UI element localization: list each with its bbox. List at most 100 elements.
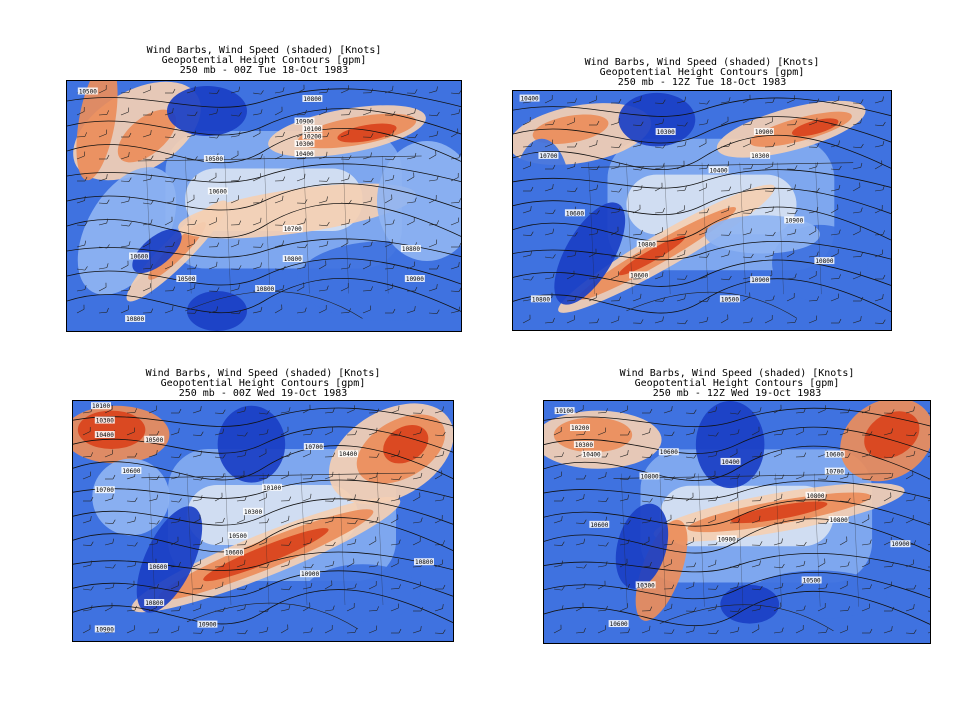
height-contour-line bbox=[544, 553, 930, 573]
wind-barb bbox=[324, 516, 334, 524]
wind-barb bbox=[126, 497, 138, 502]
wind-barb-feather bbox=[582, 602, 584, 608]
wind-barb-feather bbox=[127, 260, 129, 266]
wind-barb-feather bbox=[574, 187, 578, 192]
wind-barb-shaft bbox=[120, 180, 130, 182]
wind-barb bbox=[597, 427, 607, 436]
wind-barb-feather bbox=[222, 473, 225, 478]
wind-barb-shaft bbox=[126, 476, 135, 480]
wind-barb-feather bbox=[794, 273, 797, 278]
wind-barb-shaft bbox=[428, 243, 437, 248]
wind-barb-feather bbox=[816, 98, 820, 103]
wind-barb-shaft bbox=[588, 277, 597, 280]
wind-barb-shaft bbox=[318, 309, 327, 314]
wind-barb-shaft bbox=[575, 587, 584, 590]
wind-barb-shaft bbox=[685, 412, 695, 414]
wind-barb-feather bbox=[90, 541, 94, 546]
wind-barb bbox=[296, 282, 305, 292]
wind-barb-shaft bbox=[208, 112, 217, 116]
height-contour-line bbox=[73, 589, 453, 625]
wind-barb bbox=[346, 494, 356, 502]
wind-barb bbox=[839, 408, 851, 414]
wind-barb-feather bbox=[348, 85, 349, 90]
wind-barb-feather bbox=[370, 196, 373, 202]
wind-barb bbox=[362, 216, 371, 226]
wind-barb-shaft bbox=[729, 631, 738, 634]
wind-barb-feather bbox=[803, 427, 804, 432]
wind-barb bbox=[566, 251, 577, 258]
wind-barb-feather bbox=[737, 607, 741, 612]
wind-barb-feather bbox=[750, 183, 752, 189]
wind-barb bbox=[764, 295, 775, 302]
wind-barb bbox=[340, 263, 351, 270]
wind-barb-shaft bbox=[406, 112, 415, 116]
wind-barb-feather bbox=[794, 139, 796, 145]
wind-barb bbox=[905, 515, 914, 524]
wind-barb bbox=[597, 542, 609, 547]
contour-label-background bbox=[805, 491, 826, 499]
wind-barb-feather bbox=[442, 584, 446, 590]
wind-barb-feather bbox=[671, 476, 675, 481]
wind-barb-shaft bbox=[729, 610, 738, 613]
wind-barb bbox=[874, 319, 886, 324]
wind-barb-shaft bbox=[164, 265, 173, 270]
wind-barb-shaft bbox=[252, 311, 261, 314]
wind-barb-feather bbox=[347, 283, 349, 288]
wind-barb-shaft bbox=[707, 608, 716, 612]
wind-barb bbox=[861, 431, 873, 436]
wind-barb-feather bbox=[442, 540, 445, 545]
wind-barb bbox=[676, 249, 686, 258]
contour-label-background bbox=[554, 407, 575, 415]
border-line bbox=[141, 472, 416, 479]
wind-barb-feather bbox=[882, 294, 884, 299]
wind-barb-feather bbox=[90, 496, 94, 502]
wind-barb-shaft bbox=[148, 543, 157, 546]
wind-barb bbox=[575, 519, 587, 524]
wind-barb-shaft bbox=[641, 565, 650, 568]
wind-barb bbox=[685, 607, 697, 612]
wind-barb-feather bbox=[583, 519, 587, 524]
wind-barb bbox=[729, 473, 740, 480]
wind-barb-shaft bbox=[148, 607, 157, 612]
wind-barb-shaft bbox=[214, 496, 223, 502]
wind-barb-shaft bbox=[808, 230, 817, 236]
wind-barb bbox=[258, 607, 270, 613]
wind-barb-feather bbox=[626, 558, 628, 564]
wind-barb-shaft bbox=[522, 165, 531, 170]
wind-barb-shaft bbox=[729, 412, 738, 415]
contour-label: 10800 bbox=[641, 473, 659, 480]
wind-barb-shaft bbox=[874, 189, 883, 192]
wind-barb-shaft bbox=[729, 541, 738, 546]
wind-barb-feather bbox=[847, 561, 850, 566]
wind-barb-feather bbox=[825, 583, 828, 588]
wind-barb-shaft bbox=[82, 456, 92, 458]
wind-barb bbox=[230, 284, 240, 292]
wind-barb bbox=[236, 470, 245, 480]
wind-barb bbox=[451, 242, 461, 248]
wind-barb-feather bbox=[331, 580, 333, 586]
wind-barb bbox=[566, 117, 576, 126]
wind-barb bbox=[412, 409, 424, 414]
wind-barb bbox=[208, 306, 218, 314]
wind-barb bbox=[186, 309, 198, 314]
wind-barb-feather bbox=[354, 475, 358, 480]
wind-barb-shaft bbox=[751, 455, 760, 458]
contour-label: 10600 bbox=[209, 189, 227, 196]
wind-barb-feather bbox=[90, 560, 93, 566]
wind-barb-feather bbox=[869, 494, 872, 500]
wind-barb bbox=[406, 197, 417, 204]
wind-barb-shaft bbox=[170, 629, 179, 634]
contour-label: 10200 bbox=[303, 134, 321, 141]
wind-barb-shaft bbox=[192, 454, 201, 458]
wind-barb-feather bbox=[128, 241, 131, 246]
wind-barb bbox=[368, 606, 379, 612]
wind-barb bbox=[82, 452, 93, 458]
wind-barb-feather bbox=[838, 140, 840, 145]
wind-barb-feather bbox=[605, 408, 608, 413]
wind-barb-feather bbox=[847, 606, 850, 611]
wind-barb-shaft bbox=[76, 268, 85, 271]
wind-barb bbox=[588, 140, 598, 148]
wind-barb bbox=[808, 143, 820, 148]
wind-barb bbox=[729, 493, 738, 502]
wind-barb bbox=[346, 603, 355, 612]
